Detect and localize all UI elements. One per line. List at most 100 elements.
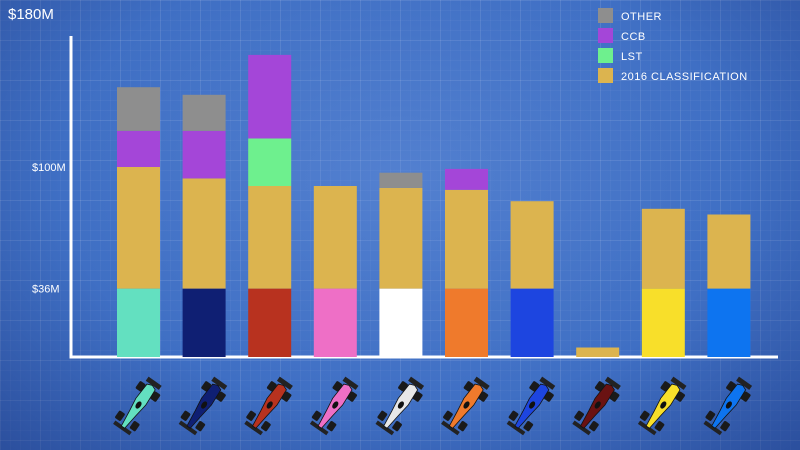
car-front-wing-4 — [375, 420, 395, 436]
bar-segment-4-0 — [379, 288, 423, 357]
bar-segment-1-0 — [182, 288, 226, 357]
car-cockpit-2 — [266, 401, 273, 409]
bar-group-3 — [313, 186, 357, 357]
bar-segment-1-4 — [182, 94, 226, 131]
y-tick-label-1: $100M — [32, 162, 66, 174]
f1-car-icon-3 — [309, 376, 359, 436]
bar-segment-5-0 — [445, 288, 488, 357]
legend-swatch-3 — [598, 68, 613, 83]
f1-car-icon-9 — [703, 376, 753, 436]
car-rear-wing-6 — [539, 376, 556, 390]
car-wheel-2-0 — [246, 410, 257, 421]
bar-group-2 — [248, 54, 292, 357]
legend: OTHER CCB LST 2016 CLASSIFICATION — [598, 8, 748, 83]
car-cockpit-1 — [201, 401, 208, 409]
car-wheel-5-0 — [443, 410, 453, 421]
car-wheel-0-0 — [115, 410, 125, 421]
car-wheel-5-1 — [457, 421, 468, 432]
car-front-wing-1 — [178, 420, 198, 436]
bar-segment-4-1 — [379, 187, 423, 289]
bar-group-0 — [117, 87, 160, 357]
car-rear-wing-4 — [408, 376, 425, 390]
y-tick-label-2: $180M — [8, 6, 54, 23]
car-front-wing-2 — [244, 420, 263, 436]
car-wheel-6-0 — [508, 410, 519, 421]
bar-segment-6-1 — [510, 201, 554, 289]
bar-segment-9-1 — [707, 214, 751, 289]
f1-car-icon-8 — [637, 376, 687, 436]
bar-segment-5-3 — [445, 168, 488, 190]
legend-label-1: CCB — [621, 31, 646, 43]
bar-group-7 — [576, 347, 620, 357]
car-wheel-4-0 — [377, 410, 388, 421]
bar-segment-2-2 — [248, 138, 292, 186]
legend-label-3: 2016 CLASSIFICATION — [621, 71, 748, 83]
bar-segment-0-3 — [117, 130, 160, 167]
car-front-wing-0 — [113, 420, 132, 436]
car-wheel-9-1 — [720, 421, 730, 432]
bar-segment-6-0 — [510, 288, 554, 357]
car-rear-wing-8 — [670, 376, 687, 390]
bar-segment-0-0 — [117, 288, 160, 357]
legend-swatch-2 — [598, 48, 613, 63]
car-front-wing-9 — [703, 420, 723, 436]
car-cockpit-3 — [332, 401, 339, 409]
bar-segment-8-1 — [641, 208, 685, 289]
f1-car-icon-7 — [572, 376, 621, 436]
car-wheel-7-1 — [589, 421, 599, 432]
bar-group-4 — [379, 172, 423, 357]
bar-segment-1-3 — [182, 130, 226, 179]
car-wheel-6-1 — [523, 421, 534, 432]
car-wheel-4-1 — [392, 421, 402, 432]
bar-segment-2-1 — [248, 186, 292, 289]
car-front-wing-8 — [637, 420, 657, 436]
legend-swatch-1 — [598, 28, 613, 43]
bar-segment-5-1 — [445, 189, 488, 289]
car-front-wing-7 — [572, 420, 591, 436]
f1-car-icon-4 — [375, 376, 425, 436]
bar-segment-7-1 — [576, 347, 620, 357]
car-wheel-1-0 — [180, 410, 191, 421]
bar-segment-2-0 — [248, 288, 292, 357]
bar-group-8 — [641, 208, 685, 357]
car-rear-wing-2 — [276, 376, 293, 390]
bar-segment-2-3 — [248, 54, 292, 139]
f1-car-icon-6 — [506, 376, 556, 436]
bar-group-9 — [707, 214, 751, 357]
car-wheel-3-1 — [326, 421, 337, 432]
bar-segment-3-0 — [313, 288, 357, 357]
f1-car-icon-1 — [178, 376, 228, 436]
car-cockpit-8 — [660, 401, 667, 409]
bar-segment-4-4 — [379, 172, 423, 188]
legend-swatch-0 — [598, 8, 613, 23]
bar-segment-1-1 — [182, 178, 226, 289]
f1-car-icon-2 — [244, 376, 293, 436]
car-rear-wing-1 — [211, 376, 228, 390]
car-wheel-2-1 — [261, 421, 271, 432]
bar-segment-3-1 — [313, 186, 357, 289]
car-wheel-9-0 — [705, 410, 716, 421]
bar-group-6 — [510, 201, 554, 357]
bar-group-5 — [445, 168, 488, 357]
f1-car-icon-5 — [441, 376, 490, 436]
car-rear-wing-0 — [145, 376, 162, 390]
car-front-wing-6 — [506, 420, 526, 436]
f1-car-icon-0 — [113, 376, 162, 436]
car-wheel-7-0 — [574, 410, 585, 421]
car-cockpit-5 — [463, 401, 470, 409]
bar-group-1 — [182, 94, 226, 357]
car-cockpit-4 — [397, 401, 404, 409]
bar-segment-0-4 — [117, 87, 160, 131]
car-wheel-0-1 — [129, 421, 140, 432]
car-cockpit-6 — [529, 401, 536, 409]
car-cockpit-9 — [725, 401, 732, 409]
car-cockpit-0 — [135, 401, 142, 409]
car-cockpit-7 — [594, 401, 601, 409]
car-rear-wing-5 — [473, 376, 490, 390]
car-wheel-8-1 — [654, 421, 665, 432]
bar-segment-9-0 — [707, 288, 751, 357]
bar-segment-8-0 — [641, 288, 685, 357]
car-front-wing-5 — [441, 420, 460, 436]
